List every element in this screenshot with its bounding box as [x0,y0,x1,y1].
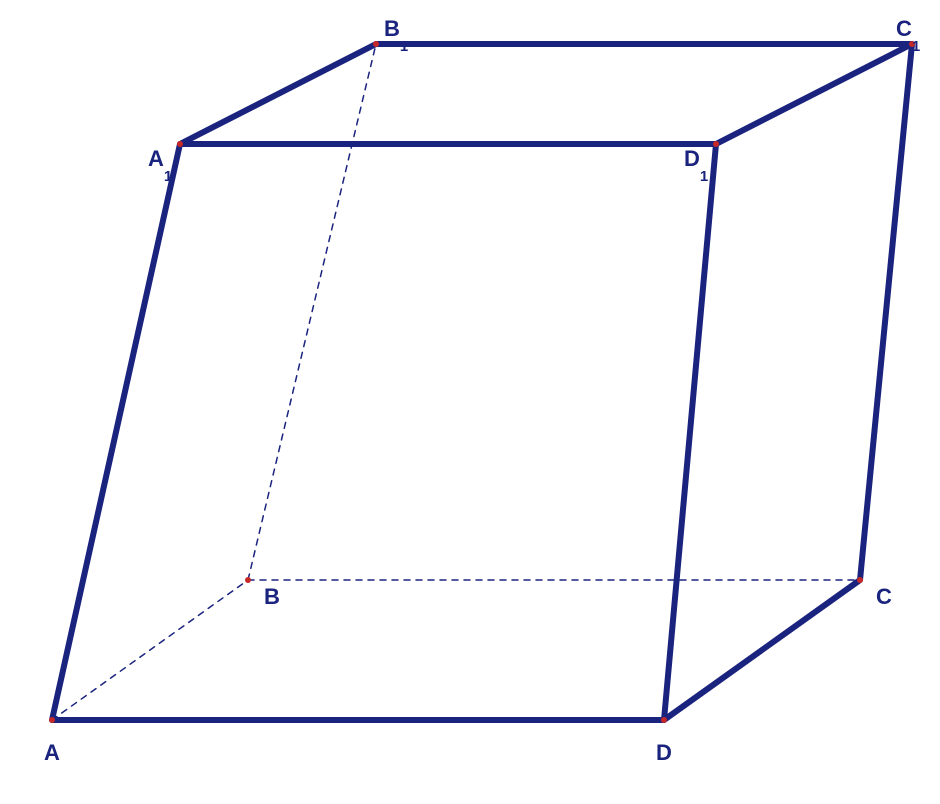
vertex-label-A1-sub: 1 [164,168,172,185]
vertex-label-C1-main: C [896,16,912,41]
edge-B-B1 [248,44,376,580]
vertex-label-D1-main: D [684,146,700,171]
edge-B1-A1 [180,44,376,144]
vertex-label-C1-sub: 1 [912,38,920,55]
edge-A-A1 [52,144,180,720]
vertex-label-C: C [876,584,892,609]
edge-D-C [664,580,860,720]
edge-D-D1 [664,144,716,720]
vertex-label-B1-sub: 1 [400,38,408,55]
vertex-label-A1: A1 [148,146,172,185]
vertex-label-D1: D1 [684,146,708,185]
vertex-label-C-main: C [876,584,892,609]
vertex-dot-B1 [373,41,379,47]
vertex-labels-layer: ABCDA1B1C1D1 [44,16,920,765]
parallelepiped-diagram: ABCDA1B1C1D1 [0,0,940,804]
vertex-dot-A1 [177,141,183,147]
vertex-label-B1-main: B [384,16,400,41]
vertex-dot-B [245,577,251,583]
vertex-label-B: B [264,584,280,609]
vertex-label-D: D [656,740,672,765]
vertex-dot-C [857,577,863,583]
vertex-label-A1-main: A [148,146,164,171]
vertex-dot-A [49,717,55,723]
vertex-label-D1-sub: 1 [700,168,708,185]
vertex-label-B-main: B [264,584,280,609]
vertex-label-D-main: D [656,740,672,765]
vertex-label-A: A [44,740,60,765]
vertex-label-B1: B1 [384,16,408,55]
edge-C-C1 [860,44,912,580]
edge-D1-C1 [716,44,912,144]
vertex-dot-D1 [713,141,719,147]
vertex-dot-D [661,717,667,723]
vertex-label-A-main: A [44,740,60,765]
